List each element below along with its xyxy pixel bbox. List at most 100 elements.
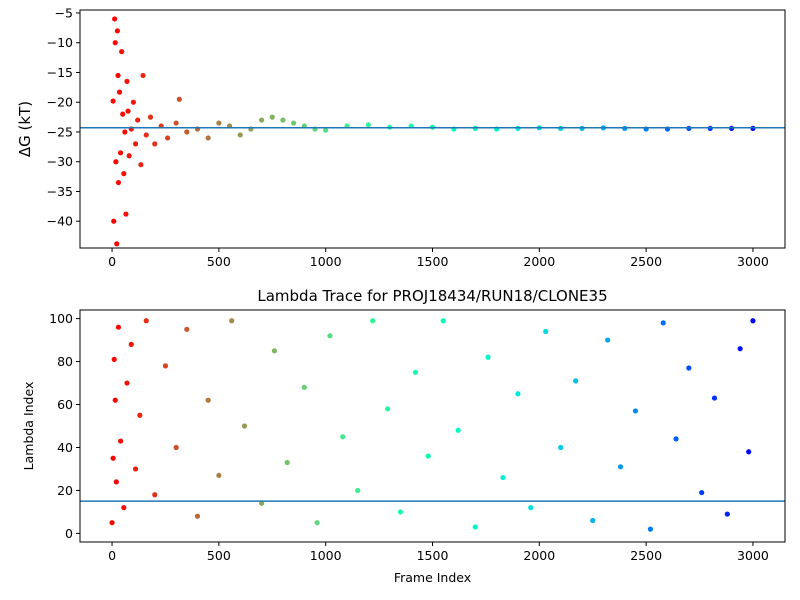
data-point [573,378,579,384]
delta-g-x-ticks: 0 500 1000 1500 2000 2500 3000 [108,248,769,269]
data-point [472,524,478,530]
data-point [632,408,639,414]
data-point [229,318,235,324]
data-point [132,141,139,147]
data-point [397,509,404,515]
lambda-title: Lambda Trace for PROJ18434/RUN18/CLONE35 [257,287,607,305]
data-point [120,111,126,117]
data-point [162,363,169,369]
delta-g-panel: 0 500 1000 1500 2000 2500 3000 −40 −35 −30 −25 −20… [16,5,786,269]
lambda-panel: Lambda Trace for PROJ18434/RUN18/CLONE35… [21,287,786,585]
data-point [271,348,278,354]
data-point [528,505,534,511]
delta-g-y-axis-label: ΔG (kT) [16,101,34,157]
data-point [558,444,564,451]
data-point [500,474,506,481]
data-point [605,337,611,343]
data-point [647,526,654,532]
data-point [746,449,752,455]
y-tick-label: −25 [47,124,73,139]
data-point [138,162,144,168]
data-point [412,369,419,375]
data-point [109,520,115,526]
y-tick-label: 60 [57,397,73,412]
data-point [119,49,125,55]
data-point [152,492,158,498]
data-point [113,159,119,165]
data-point [164,135,171,141]
y-tick-label: 80 [57,354,73,369]
data-point [147,114,154,120]
data-point [114,241,120,247]
data-point [543,328,549,335]
x-tick-label: 1000 [310,254,342,269]
y-tick-label: 20 [57,483,73,498]
data-point [117,150,124,156]
data-point [111,218,117,224]
data-point [237,132,243,138]
x-tick-label: 2500 [630,548,662,563]
data-point [216,472,222,479]
data-point [113,479,119,485]
data-point [205,397,211,403]
data-point [184,326,190,332]
data-point [686,365,692,371]
data-point [280,117,286,123]
data-point [485,354,491,360]
y-tick-label: −40 [47,214,73,229]
x-tick-label: 2000 [523,254,555,269]
data-point [327,333,333,339]
data-point [241,423,248,429]
data-point [184,129,190,135]
x-tick-label: 2500 [630,254,662,269]
data-point [365,122,372,128]
y-tick-label: −10 [47,35,73,50]
data-point [112,397,118,403]
data-point [590,517,596,524]
lambda-points [109,318,756,532]
lambda-x-axis-label: Frame Index [394,570,471,585]
data-point [284,459,290,466]
data-point [205,135,211,141]
data-point [135,117,141,123]
data-point [126,153,132,159]
lambda-y-ticks: 0 20 40 60 80 100 [49,311,80,541]
y-tick-label: −15 [47,65,73,80]
delta-g-points [110,16,756,247]
x-tick-label: 500 [207,548,231,563]
y-tick-label: 40 [57,440,73,455]
data-point [114,28,120,34]
data-point [110,455,116,461]
data-point [301,384,307,390]
data-point [115,179,122,186]
y-tick-label: −5 [55,5,73,20]
data-point [122,129,128,135]
lambda-axes-frame [79,309,786,543]
x-tick-label: 1500 [417,254,449,269]
x-tick-label: 3000 [737,548,769,563]
data-point [132,466,139,472]
data-point [673,436,679,442]
data-point [455,427,461,433]
data-point [110,98,116,104]
delta-g-y-ticks: −40 −35 −30 −25 −20 −15 −10 −5 [47,5,80,229]
data-point [124,78,130,84]
data-point [660,320,666,326]
data-point [125,108,131,114]
data-point [112,16,118,22]
data-point [258,500,265,506]
data-point [115,324,122,330]
data-point [137,412,143,418]
data-point [123,211,129,217]
data-point [117,438,124,444]
data-point [750,318,756,324]
data-point [176,96,182,102]
x-tick-label: 0 [108,548,116,563]
data-point [143,318,149,324]
data-point [124,380,130,386]
lambda-x-ticks: 0 500 1000 1500 2000 2500 3000 [108,542,769,563]
data-point [140,72,146,79]
y-tick-label: −20 [47,95,73,110]
data-point [112,40,118,46]
